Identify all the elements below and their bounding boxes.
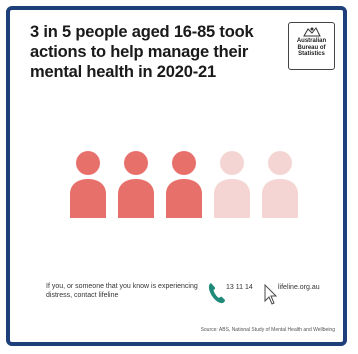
logo-line-2: Bureau of (297, 44, 326, 51)
cursor-icon (264, 284, 278, 305)
infographic-card: 3 in 5 people aged 16-85 took actions to… (6, 6, 347, 346)
logo-line-3: Statistics (298, 51, 325, 57)
website-link[interactable]: lifeline.org.au (278, 284, 320, 291)
person-icon-empty (214, 151, 250, 218)
phone-icon (208, 283, 225, 304)
crest-icon (302, 27, 321, 37)
logo-line-1: Australian (296, 38, 327, 44)
source-note: Source: ABS, National Study of Mental He… (200, 327, 335, 333)
headline: 3 in 5 people aged 16-85 took actions to… (30, 23, 254, 81)
person-icon-filled (70, 151, 106, 218)
phone-number[interactable]: 13 11 14 (226, 284, 253, 291)
person-icon-filled (166, 151, 202, 218)
person-icon-empty (262, 151, 298, 218)
contact-text: If you, or someone that you know is expe… (46, 283, 198, 299)
contact-info: If you, or someone that you know is expe… (46, 278, 343, 314)
abs-logo: Australian Bureau of Statistics (288, 22, 335, 70)
people-icon-row (68, 150, 318, 220)
person-icon-filled (118, 151, 154, 218)
